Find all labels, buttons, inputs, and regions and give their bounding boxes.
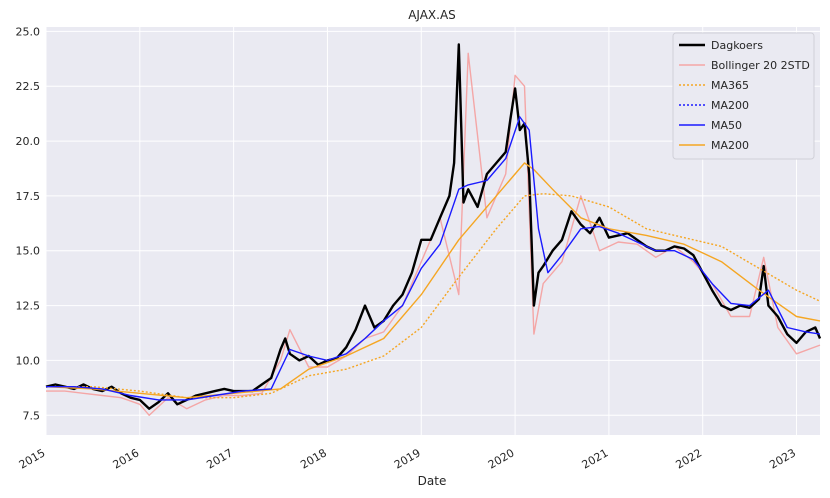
y-tick-label: 15.0 bbox=[16, 245, 41, 258]
series-line-ma365 bbox=[46, 192, 821, 399]
y-tick-label: 17.5 bbox=[16, 190, 41, 203]
x-axis-label: Date bbox=[418, 474, 447, 488]
legend-label: Dagkoers bbox=[711, 39, 763, 52]
legend-label: MA365 bbox=[711, 79, 749, 92]
x-tick-label: 2017 bbox=[204, 446, 235, 471]
x-tick-label: 2015 bbox=[17, 446, 48, 471]
y-tick-label: 20.0 bbox=[16, 135, 41, 148]
x-tick-label: 2022 bbox=[673, 446, 704, 471]
x-tick-label: 2016 bbox=[111, 446, 142, 471]
y-tick-label: 7.5 bbox=[23, 409, 41, 422]
legend: Dagkoers Bollinger 20 2STD MA365 MA200 MA50 M… bbox=[672, 32, 815, 160]
chart-title: AJAX.AS bbox=[408, 8, 456, 22]
y-tick-label: 12.5 bbox=[16, 300, 41, 313]
legend-label: MA50 bbox=[711, 119, 742, 132]
y-tick-label: 25.0 bbox=[16, 25, 41, 38]
x-tick-label: 2023 bbox=[767, 446, 798, 471]
series-line-ma50 bbox=[46, 116, 821, 401]
legend-label: MA200 bbox=[711, 99, 749, 112]
legend-label: MA200 bbox=[711, 139, 749, 152]
legend-box bbox=[672, 32, 815, 160]
y-tick-label: 10.0 bbox=[16, 354, 41, 367]
x-tick-label: 2020 bbox=[486, 446, 517, 471]
legend-label: Bollinger 20 2STD bbox=[711, 59, 810, 72]
x-tick-label: 2019 bbox=[392, 446, 423, 471]
x-tick-label: 2018 bbox=[298, 446, 329, 471]
x-tick-label: 2021 bbox=[580, 446, 611, 471]
series-layer bbox=[45, 43, 822, 416]
y-tick-label: 22.5 bbox=[16, 80, 41, 93]
